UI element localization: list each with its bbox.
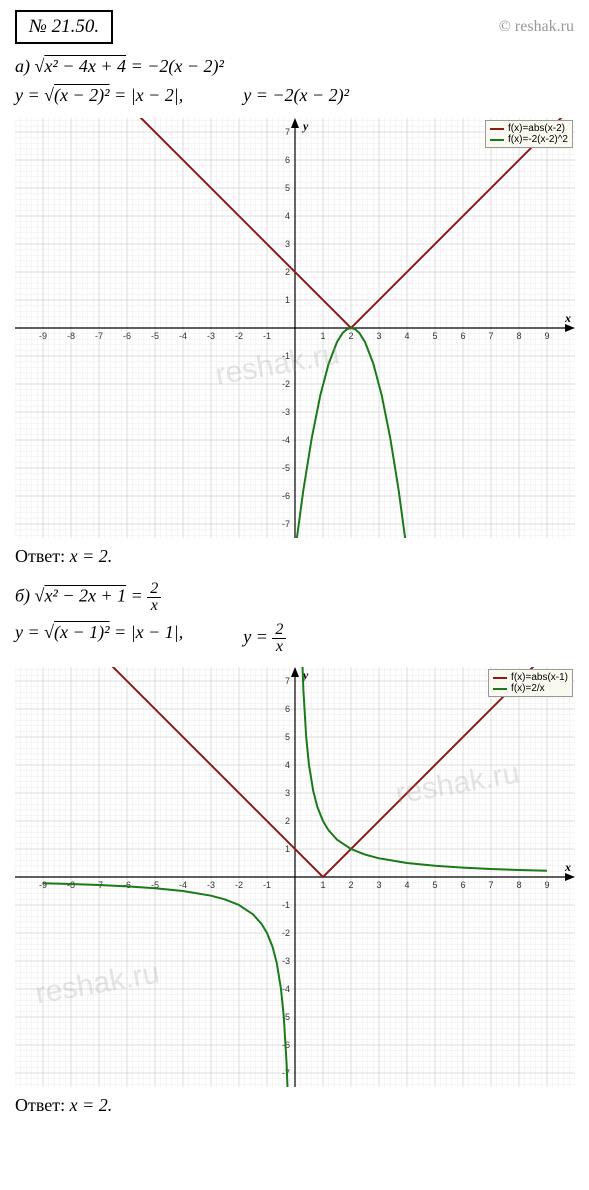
svg-text:-2: -2 bbox=[235, 331, 243, 341]
svg-text:7: 7 bbox=[285, 676, 290, 686]
svg-text:1: 1 bbox=[320, 880, 325, 890]
chart-a: -9-8-7-6-5-4-3-2-1123456789-9-8-7-6-5-4-… bbox=[15, 118, 575, 538]
svg-text:-6: -6 bbox=[123, 331, 131, 341]
svg-text:-2: -2 bbox=[282, 928, 290, 938]
svg-text:-1: -1 bbox=[263, 331, 271, 341]
problem-number: № 21.50. bbox=[15, 10, 113, 44]
svg-text:4: 4 bbox=[404, 331, 409, 341]
chart-a-svg: -9-8-7-6-5-4-3-2-1123456789-9-8-7-6-5-4-… bbox=[15, 118, 575, 538]
svg-text:9: 9 bbox=[544, 880, 549, 890]
svg-text:x: x bbox=[564, 311, 571, 325]
svg-text:5: 5 bbox=[432, 331, 437, 341]
svg-text:-6: -6 bbox=[123, 880, 131, 890]
svg-text:y: y bbox=[301, 119, 309, 133]
svg-text:4: 4 bbox=[285, 760, 290, 770]
svg-text:5: 5 bbox=[285, 732, 290, 742]
svg-text:2: 2 bbox=[348, 880, 353, 890]
svg-text:-3: -3 bbox=[282, 407, 290, 417]
svg-text:4: 4 bbox=[404, 880, 409, 890]
svg-text:-4: -4 bbox=[282, 984, 290, 994]
svg-text:3: 3 bbox=[376, 331, 381, 341]
svg-text:-4: -4 bbox=[179, 331, 187, 341]
header-row: № 21.50. © reshak.ru bbox=[15, 10, 574, 44]
svg-text:-9: -9 bbox=[39, 880, 47, 890]
svg-text:-8: -8 bbox=[67, 331, 75, 341]
svg-text:2: 2 bbox=[285, 816, 290, 826]
svg-text:1: 1 bbox=[285, 295, 290, 305]
svg-text:-6: -6 bbox=[282, 491, 290, 501]
chart-a-legend: f(x)=abs(x-2) f(x)=-2(x-2)^2 bbox=[485, 120, 573, 148]
svg-text:7: 7 bbox=[488, 880, 493, 890]
svg-text:x: x bbox=[564, 860, 571, 874]
svg-text:6: 6 bbox=[285, 155, 290, 165]
svg-text:-4: -4 bbox=[179, 880, 187, 890]
svg-text:-4: -4 bbox=[282, 435, 290, 445]
svg-text:6: 6 bbox=[460, 331, 465, 341]
chart-b-legend: f(x)=abs(x-1) f(x)=2/x bbox=[488, 669, 573, 697]
svg-text:-5: -5 bbox=[151, 331, 159, 341]
svg-text:1: 1 bbox=[320, 331, 325, 341]
part-b-answer: Ответ: x = 2. bbox=[15, 1095, 574, 1116]
svg-text:-3: -3 bbox=[282, 956, 290, 966]
svg-text:7: 7 bbox=[488, 331, 493, 341]
svg-text:7: 7 bbox=[285, 127, 290, 137]
part-a-answer: Ответ: x = 2. bbox=[15, 546, 574, 567]
svg-text:5: 5 bbox=[285, 183, 290, 193]
svg-text:-7: -7 bbox=[95, 331, 103, 341]
svg-text:2: 2 bbox=[348, 331, 353, 341]
svg-text:8: 8 bbox=[516, 331, 521, 341]
part-b-equation: б) √x² − 2x + 1 = 2x bbox=[15, 581, 574, 614]
svg-text:-3: -3 bbox=[207, 331, 215, 341]
svg-text:3: 3 bbox=[285, 239, 290, 249]
svg-text:3: 3 bbox=[285, 788, 290, 798]
svg-text:1: 1 bbox=[285, 844, 290, 854]
svg-text:-3: -3 bbox=[207, 880, 215, 890]
svg-text:4: 4 bbox=[285, 211, 290, 221]
svg-text:-1: -1 bbox=[263, 880, 271, 890]
svg-text:6: 6 bbox=[460, 880, 465, 890]
svg-text:-1: -1 bbox=[282, 900, 290, 910]
part-a-equation: а) √x² − 4x + 4 = −2(x − 2)² bbox=[15, 56, 574, 77]
part-b-functions: y = √(x − 1)² = |x − 1|, y = 2x bbox=[15, 622, 574, 663]
svg-text:9: 9 bbox=[544, 331, 549, 341]
svg-text:-2: -2 bbox=[282, 379, 290, 389]
svg-text:-7: -7 bbox=[282, 519, 290, 529]
svg-text:-9: -9 bbox=[39, 331, 47, 341]
part-a-functions: y = √(x − 2)² = |x − 2|, y = −2(x − 2)² bbox=[15, 85, 574, 114]
chart-b: -9-8-7-6-5-4-3-2-1123456789-9-8-7-6-5-4-… bbox=[15, 667, 575, 1087]
svg-text:2: 2 bbox=[285, 267, 290, 277]
svg-text:8: 8 bbox=[516, 880, 521, 890]
svg-text:6: 6 bbox=[285, 704, 290, 714]
chart-b-svg: -9-8-7-6-5-4-3-2-1123456789-9-8-7-6-5-4-… bbox=[15, 667, 575, 1087]
copyright: © reshak.ru bbox=[499, 18, 574, 36]
svg-text:-5: -5 bbox=[282, 463, 290, 473]
svg-text:-2: -2 bbox=[235, 880, 243, 890]
svg-text:-1: -1 bbox=[282, 351, 290, 361]
svg-text:5: 5 bbox=[432, 880, 437, 890]
svg-text:3: 3 bbox=[376, 880, 381, 890]
